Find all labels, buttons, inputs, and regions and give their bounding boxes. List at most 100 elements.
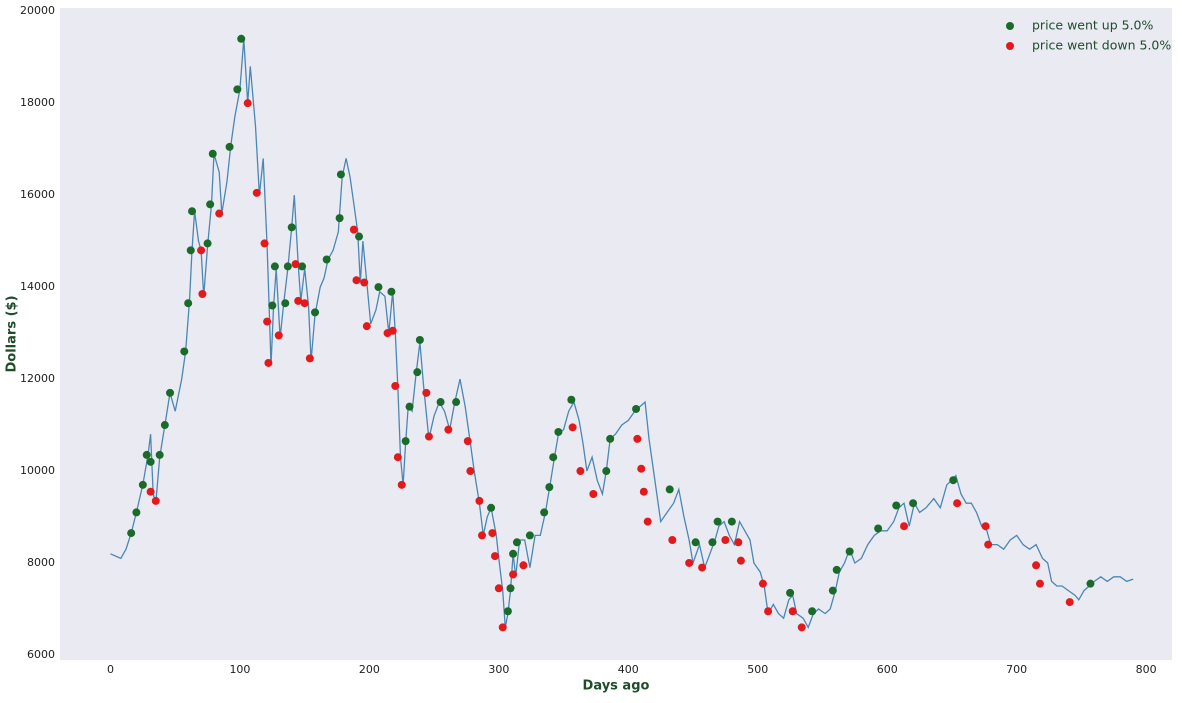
marker	[808, 607, 817, 616]
marker	[736, 556, 745, 565]
marker	[463, 437, 472, 446]
marker	[509, 570, 518, 579]
marker	[606, 434, 615, 443]
x-tick-label: 400	[618, 663, 639, 676]
marker	[568, 423, 577, 432]
marker	[466, 467, 475, 476]
marker	[287, 223, 296, 232]
marker	[360, 278, 369, 287]
marker	[685, 558, 694, 567]
marker	[203, 239, 212, 248]
marker	[215, 209, 224, 218]
x-axis-label: Days ago	[583, 679, 650, 694]
marker	[1035, 579, 1044, 588]
marker	[589, 490, 598, 499]
marker	[197, 246, 206, 255]
marker	[668, 535, 677, 544]
marker	[166, 388, 175, 397]
marker	[264, 358, 273, 367]
marker	[797, 623, 806, 632]
marker	[311, 308, 320, 317]
marker	[127, 529, 136, 538]
marker	[413, 368, 422, 377]
marker	[160, 421, 169, 430]
marker	[300, 299, 309, 308]
marker	[788, 607, 797, 616]
marker	[225, 142, 234, 151]
marker	[349, 225, 358, 234]
marker	[291, 260, 300, 269]
marker	[186, 246, 195, 255]
y-tick-label: 18000	[20, 96, 55, 109]
marker	[698, 563, 707, 572]
x-tick-label: 300	[488, 663, 509, 676]
plot-area	[60, 8, 1172, 660]
x-tick-label: 0	[107, 663, 114, 676]
marker	[981, 522, 990, 531]
marker	[727, 517, 736, 526]
x-tick-label: 500	[747, 663, 768, 676]
marker	[602, 467, 611, 476]
marker	[188, 207, 197, 216]
marker	[1065, 598, 1074, 607]
y-axis-label: Dollars ($)	[5, 295, 20, 372]
marker	[488, 529, 497, 538]
marker	[953, 499, 962, 508]
marker	[786, 588, 795, 597]
marker	[490, 552, 499, 561]
y-tick-label: 12000	[20, 372, 55, 385]
marker	[764, 607, 773, 616]
marker	[362, 322, 371, 331]
marker	[305, 354, 314, 363]
marker	[237, 34, 246, 43]
y-tick-label: 20000	[20, 4, 55, 17]
marker	[832, 565, 841, 574]
price-line	[110, 38, 1134, 629]
marker	[506, 584, 515, 593]
x-tick-label: 700	[1006, 663, 1027, 676]
marker	[1032, 561, 1041, 570]
marker	[184, 299, 193, 308]
marker	[949, 476, 958, 485]
marker	[639, 487, 648, 496]
marker	[519, 561, 528, 570]
marker	[708, 538, 717, 547]
x-tick-label: 200	[359, 663, 380, 676]
marker	[151, 496, 160, 505]
marker	[436, 398, 445, 407]
marker	[208, 149, 217, 158]
marker	[900, 522, 909, 531]
marker	[283, 262, 292, 271]
marker	[487, 503, 496, 512]
marker	[252, 188, 261, 197]
marker	[146, 487, 155, 496]
marker	[260, 239, 269, 248]
marker	[132, 508, 141, 517]
marker	[721, 535, 730, 544]
marker	[274, 331, 283, 340]
marker	[391, 381, 400, 390]
marker	[452, 398, 461, 407]
y-tick-label: 6000	[27, 648, 55, 661]
marker	[422, 388, 431, 397]
marker	[892, 501, 901, 510]
y-tick-label: 14000	[20, 280, 55, 293]
marker	[758, 579, 767, 588]
marker	[576, 467, 585, 476]
marker	[180, 347, 189, 356]
y-tick-label: 10000	[20, 464, 55, 477]
marker	[424, 432, 433, 441]
marker	[637, 464, 646, 473]
legend-label: price went down 5.0%	[1032, 38, 1171, 53]
marker	[243, 99, 252, 108]
marker	[828, 586, 837, 595]
marker	[549, 453, 558, 462]
marker	[494, 584, 503, 593]
x-tick-label: 100	[229, 663, 250, 676]
marker	[632, 404, 641, 413]
marker	[554, 427, 563, 436]
marker	[206, 200, 215, 209]
marker	[388, 326, 397, 335]
marker	[263, 317, 272, 326]
marker	[335, 214, 344, 223]
